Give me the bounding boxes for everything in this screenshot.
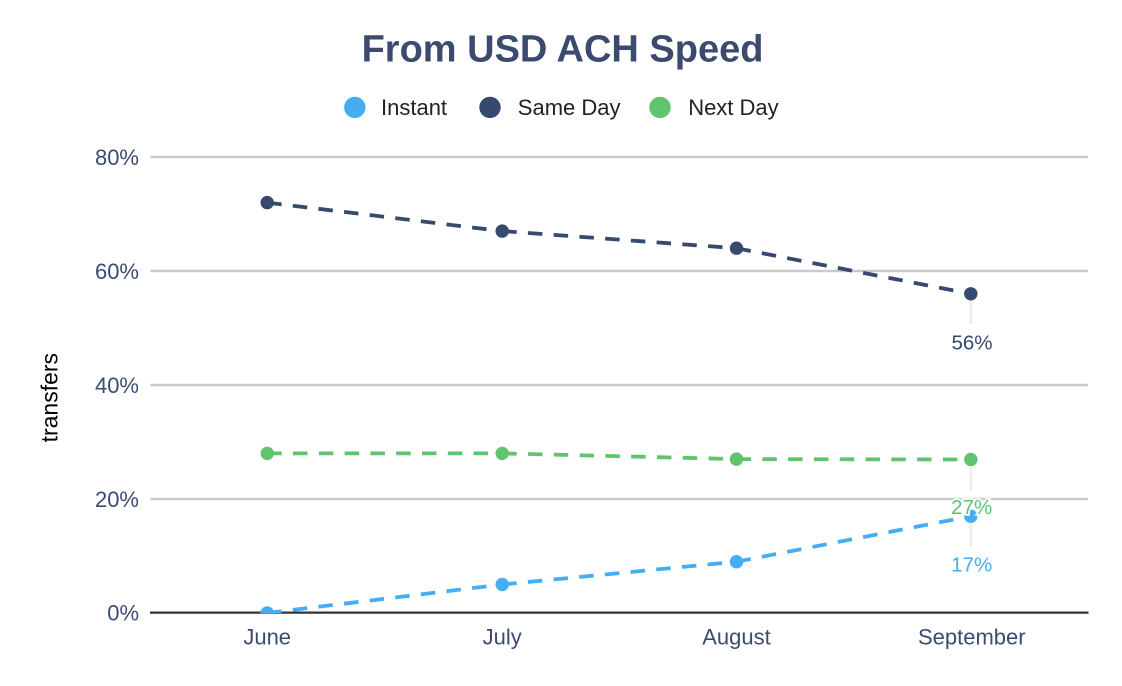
svg-text:17%: 17%: [951, 553, 992, 576]
svg-text:July: July: [483, 625, 522, 650]
svg-text:From USD ACH Speed: From USD ACH Speed: [362, 29, 764, 71]
svg-text:17%: 17%: [951, 553, 992, 576]
svg-text:60%: 60%: [95, 259, 139, 284]
svg-text:August: August: [702, 625, 771, 650]
svg-text:27%: 27%: [951, 496, 992, 519]
svg-text:56%: 56%: [951, 332, 992, 355]
svg-text:40%: 40%: [95, 373, 139, 398]
svg-text:Same Day: Same Day: [518, 95, 621, 120]
svg-text:Next Day: Next Day: [688, 95, 778, 120]
svg-text:0%: 0%: [107, 600, 139, 625]
svg-text:transfers: transfers: [36, 353, 62, 442]
svg-text:27%: 27%: [951, 496, 992, 519]
svg-text:June: June: [243, 625, 291, 650]
svg-text:Instant: Instant: [381, 95, 447, 120]
svg-text:56%: 56%: [951, 332, 992, 355]
svg-text:20%: 20%: [95, 487, 139, 512]
svg-text:80%: 80%: [95, 145, 139, 170]
svg-text:September: September: [918, 625, 1026, 650]
